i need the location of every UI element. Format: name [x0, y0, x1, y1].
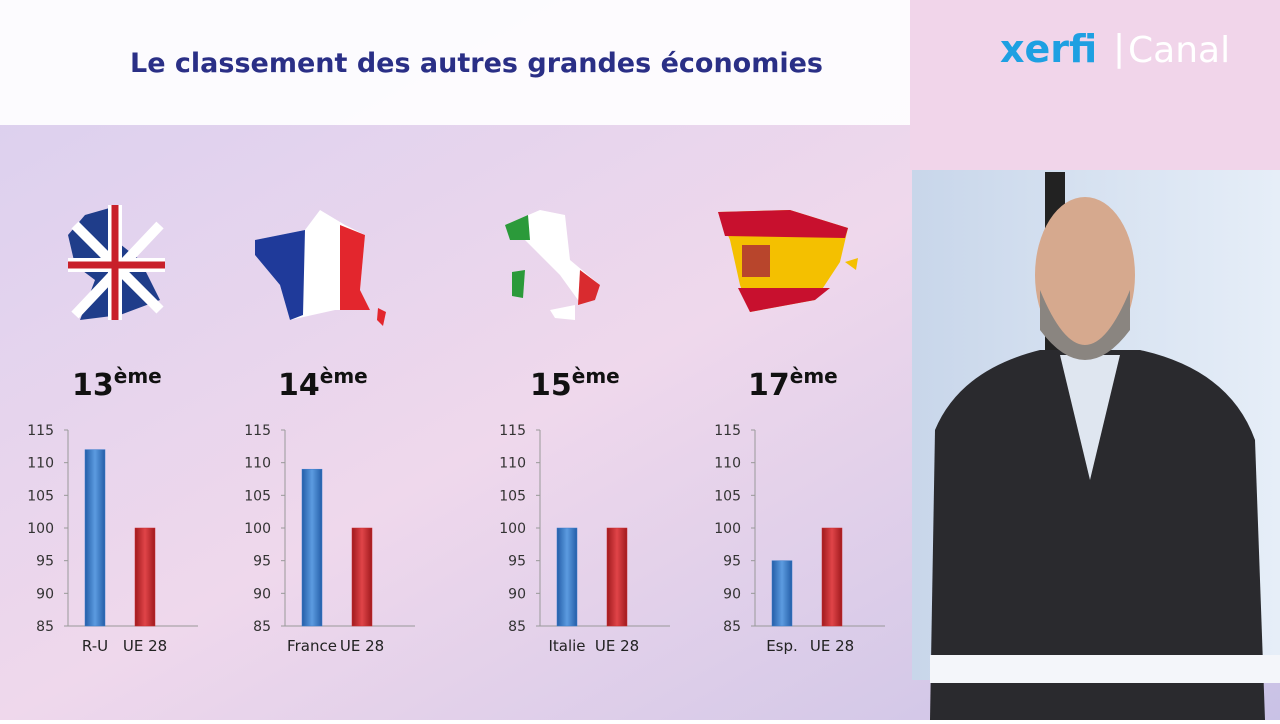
y-tick-label: 105	[244, 488, 271, 504]
x-tick-label: UE 28	[340, 637, 384, 655]
y-tick-label: 100	[714, 521, 741, 537]
rank-label: 17ème	[748, 364, 838, 403]
rank-number: 14	[278, 368, 320, 403]
x-tick-label: R-U	[82, 637, 108, 655]
y-tick-label: 100	[244, 521, 271, 537]
flag-italy	[505, 210, 600, 320]
x-tick-label: UE 28	[810, 637, 854, 655]
y-tick-label: 85	[508, 619, 526, 635]
bar	[84, 449, 106, 627]
flag-france	[255, 210, 386, 326]
y-tick-label: 115	[499, 423, 526, 439]
flag-uk	[68, 205, 165, 320]
y-tick-label: 95	[508, 554, 526, 570]
y-tick-label: 100	[27, 521, 54, 537]
y-tick-label: 95	[723, 554, 741, 570]
y-tick-label: 100	[499, 521, 526, 537]
y-tick-label: 105	[27, 488, 54, 504]
x-tick-label: Esp.	[766, 637, 798, 655]
y-tick-label: 90	[723, 586, 741, 602]
rank-number: 13	[72, 368, 114, 403]
x-tick-label: France	[287, 637, 337, 655]
y-tick-label: 110	[244, 456, 271, 472]
rank-label: 15ème	[530, 364, 620, 403]
x-tick-label: UE 28	[595, 637, 639, 655]
y-tick-label: 85	[253, 619, 271, 635]
slide-title: Le classement des autres grandes économi…	[130, 48, 823, 79]
y-tick-label: 95	[253, 554, 271, 570]
y-tick-label: 85	[36, 619, 54, 635]
y-tick-label: 110	[27, 456, 54, 472]
rank-label: 13ème	[72, 364, 162, 403]
bar	[134, 527, 156, 627]
x-tick-label: Italie	[548, 637, 585, 655]
y-tick-label: 95	[36, 554, 54, 570]
bar	[821, 527, 843, 627]
flag-spain	[718, 210, 858, 312]
y-tick-label: 110	[499, 456, 526, 472]
header-band	[0, 0, 910, 125]
rank-suffix: ème	[790, 364, 838, 388]
y-tick-label: 105	[714, 488, 741, 504]
bar	[351, 527, 373, 627]
rank-number: 15	[530, 368, 572, 403]
y-tick-label: 115	[244, 423, 271, 439]
y-tick-label: 90	[253, 586, 271, 602]
y-tick-label: 85	[723, 619, 741, 635]
y-tick-label: 90	[36, 586, 54, 602]
beard	[1040, 290, 1130, 360]
logo-channel: Canal	[1128, 30, 1230, 71]
logo-brand: xerfi	[1000, 27, 1097, 71]
rank-suffix: ème	[114, 364, 162, 388]
rank-label: 14ème	[278, 364, 368, 403]
logo-separator: |	[1113, 28, 1125, 69]
bar	[771, 560, 793, 627]
desk	[930, 655, 1280, 683]
y-tick-label: 90	[508, 586, 526, 602]
y-tick-label: 115	[27, 423, 54, 439]
bar	[556, 527, 578, 627]
y-tick-label: 105	[499, 488, 526, 504]
bar	[301, 468, 323, 627]
rank-suffix: ème	[320, 364, 368, 388]
bar	[606, 527, 628, 627]
rank-number: 17	[748, 368, 790, 403]
logo-area	[910, 0, 1280, 170]
shirt	[1060, 355, 1120, 480]
y-tick-label: 110	[714, 456, 741, 472]
y-tick-label: 115	[714, 423, 741, 439]
presenter-face	[1035, 197, 1135, 353]
rank-suffix: ème	[572, 364, 620, 388]
presenter-suit	[930, 350, 1265, 720]
x-tick-label: UE 28	[123, 637, 167, 655]
